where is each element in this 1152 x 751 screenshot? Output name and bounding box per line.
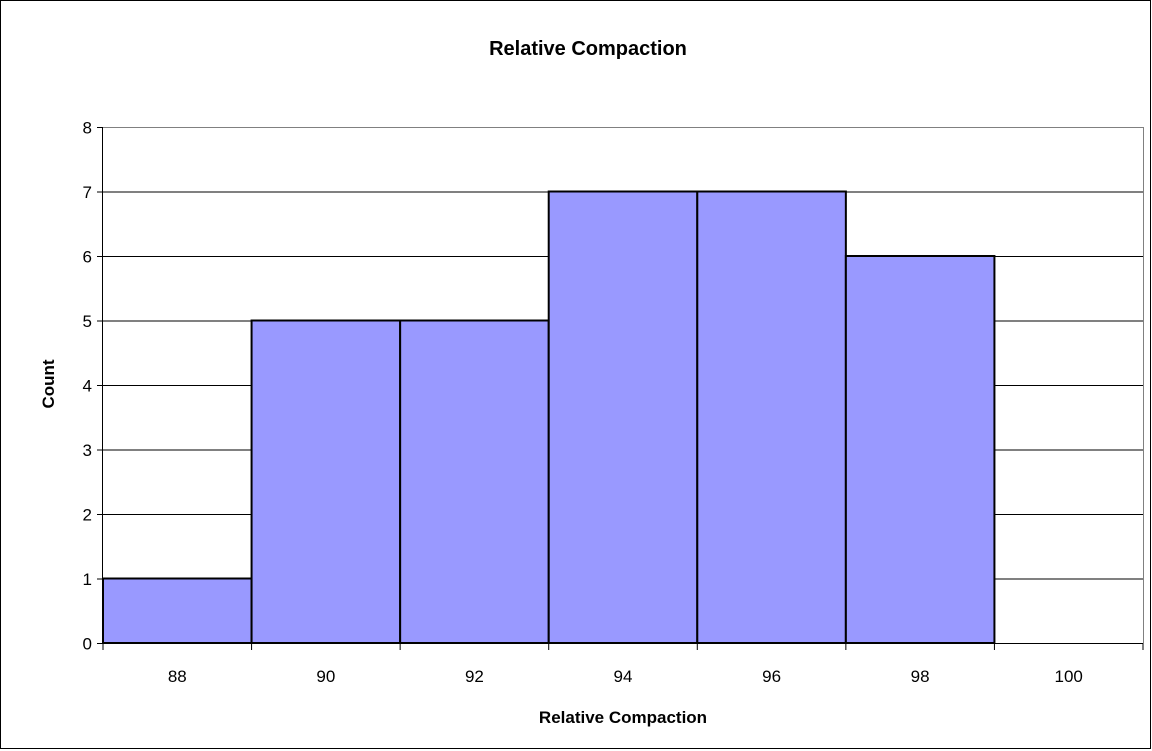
bar-88 (102, 577, 253, 644)
x-tick-label: 100 (1055, 667, 1083, 686)
x-tick-labels: 88 90 92 94 96 98 100 (168, 667, 1083, 686)
x-tick-label: 98 (911, 667, 930, 686)
y-tick-labels: 0 1 2 3 4 5 6 7 8 (83, 119, 92, 654)
x-tick-label: 92 (465, 667, 484, 686)
y-tick-label: 7 (83, 183, 92, 202)
y-tick-label: 6 (83, 248, 92, 267)
y-tick-label: 8 (83, 119, 92, 138)
y-tick-label: 4 (83, 377, 92, 396)
bar-92 (399, 319, 550, 644)
y-tick-label: 3 (83, 441, 92, 460)
x-tick-label: 90 (316, 667, 335, 686)
x-tick-label: 94 (614, 667, 633, 686)
y-tick-label: 2 (83, 506, 92, 525)
y-axis-label: Count (39, 359, 58, 408)
bars (102, 190, 996, 644)
x-axis-label: Relative Compaction (539, 708, 707, 727)
chart-title: Relative Compaction (489, 38, 687, 60)
axes (97, 127, 1144, 650)
y-tick-label: 0 (83, 635, 92, 654)
bar-96 (696, 190, 847, 644)
y-tick-label: 5 (83, 312, 92, 331)
x-tick-label: 96 (762, 667, 781, 686)
bar-94 (547, 190, 699, 644)
x-tick-label: 88 (168, 667, 187, 686)
bar-98 (844, 255, 996, 644)
bar-90 (250, 319, 402, 644)
y-tick-label: 1 (83, 570, 92, 589)
